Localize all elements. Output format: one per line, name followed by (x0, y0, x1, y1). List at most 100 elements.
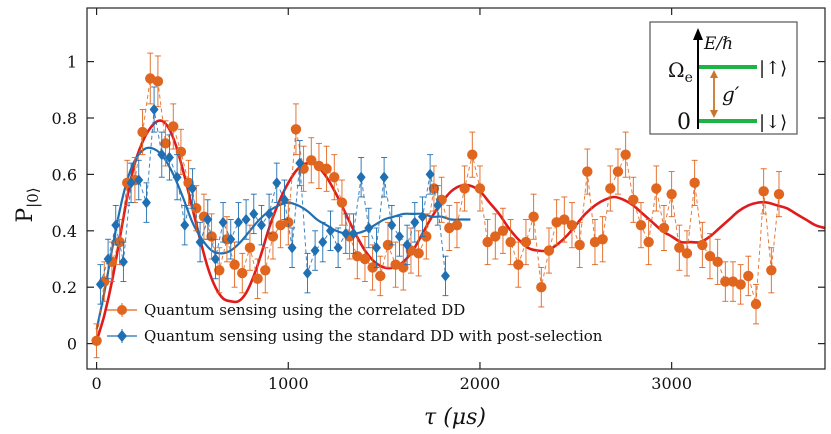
data-point (302, 267, 312, 279)
legend-marker-circle (117, 305, 127, 315)
data-point (387, 219, 397, 231)
data-point (410, 216, 420, 228)
energy-axis-label: E/ℏ (703, 34, 733, 54)
data-point (180, 219, 190, 231)
coupling-arrow-head-up (710, 70, 718, 78)
data-point (433, 199, 443, 212)
data-point (295, 157, 305, 169)
data-point (241, 213, 251, 226)
data-point (467, 149, 478, 160)
data-point (750, 298, 762, 310)
data-point (321, 163, 332, 174)
data-point (528, 211, 539, 222)
data-point (735, 279, 746, 290)
y-axis-label: P|0⟩ (13, 187, 42, 222)
data-point (306, 155, 317, 166)
legend: Quantum sensing using the correlated DD … (107, 301, 603, 345)
data-point (482, 236, 493, 248)
data-point (333, 242, 343, 254)
data-point (704, 250, 716, 262)
data-point (666, 188, 677, 200)
data-point (582, 166, 593, 177)
data-point (574, 239, 585, 251)
tick-layer: 0 1000 2000 3000 0 0.2 0.4 0.6 0.8 1 (52, 8, 825, 393)
data-point (371, 242, 381, 254)
data-point (256, 219, 266, 231)
data-point (402, 239, 412, 251)
data-point (720, 276, 731, 287)
point-layer (91, 52, 785, 359)
inset-frame (649, 21, 798, 135)
data-point (210, 253, 220, 265)
y-axis-label-subscript: |0⟩ (24, 187, 42, 207)
data-point (605, 183, 616, 194)
series-connector-correlated (96, 77, 780, 341)
data-point (689, 177, 700, 189)
data-point (697, 239, 708, 251)
data-point (559, 214, 570, 225)
data-point (249, 208, 259, 220)
data-point (260, 265, 271, 276)
lower-state-label: |↓⟩ (759, 112, 787, 133)
series-correlated (91, 52, 785, 359)
plot-frame (86, 7, 826, 370)
data-point (474, 183, 486, 194)
data-point (382, 239, 394, 251)
data-point (290, 124, 302, 135)
data-point (520, 236, 532, 248)
data-point (264, 208, 274, 220)
data-point (658, 222, 670, 234)
data-point (620, 149, 631, 160)
data-point (272, 177, 282, 189)
data-point (543, 245, 555, 256)
data-point (134, 174, 144, 186)
data-point (111, 219, 121, 231)
data-point (413, 248, 424, 259)
data-point (287, 242, 297, 254)
data-point (635, 219, 647, 231)
data-point (375, 270, 386, 282)
upper-level-subscript: e (685, 70, 693, 86)
data-point (226, 233, 236, 245)
data-point (160, 138, 171, 149)
y-tick-label: 0.8 (52, 109, 77, 128)
data-point (674, 242, 685, 253)
data-point (233, 216, 243, 228)
data-point (597, 234, 608, 245)
data-point (341, 228, 351, 240)
data-point (195, 236, 205, 248)
data-point (118, 256, 128, 268)
data-point (191, 203, 202, 214)
data-point (497, 225, 509, 237)
data-point (229, 259, 240, 270)
data-point (681, 248, 693, 259)
data-point (612, 166, 624, 177)
lower-level-label: 0 (677, 110, 691, 135)
data-point (766, 265, 777, 276)
data-point (325, 225, 335, 237)
fit-curve-standard (95, 146, 471, 330)
data-point (628, 194, 639, 205)
data-point (451, 219, 463, 231)
y-tick-label: 0.4 (52, 222, 77, 241)
data-point (310, 244, 320, 257)
data-point (318, 236, 328, 248)
data-point (490, 231, 501, 242)
data-point (425, 168, 435, 180)
data-point (421, 231, 432, 242)
data-point (149, 103, 159, 116)
upper-level-symbol: Ω (668, 58, 685, 82)
data-point (252, 273, 263, 284)
data-point (379, 171, 389, 183)
data-point (743, 270, 754, 282)
series-standard (95, 86, 450, 305)
data-point (394, 230, 404, 243)
data-point (152, 76, 164, 87)
legend-label-standard: Quantum sensing using the standard DD wi… (144, 327, 603, 345)
data-point (459, 183, 470, 194)
data-point (172, 171, 182, 183)
data-point (505, 236, 516, 248)
energy-level-inset: E/ℏ Ωe 0 |↑⟩ |↓⟩ g′ (649, 21, 798, 135)
series-connector-standard (99, 109, 446, 285)
coupling-label: g′ (722, 82, 740, 106)
